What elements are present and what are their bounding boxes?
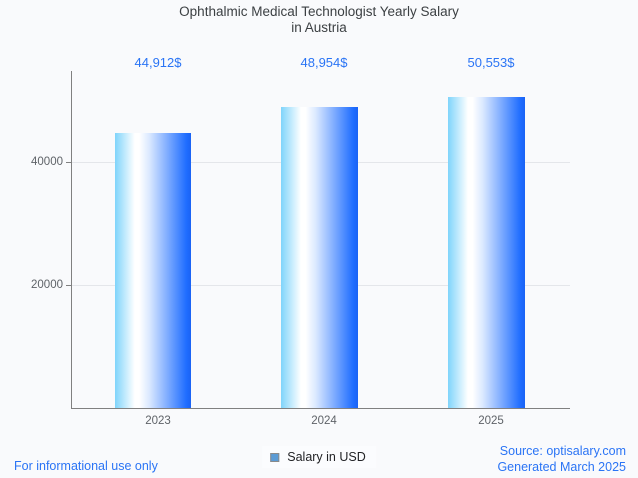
bar-value-2025: 50,553$ [467,55,515,70]
y-tick-label-40000: 40000 [31,156,63,168]
generated-date-text: Generated March 2025 [497,460,626,474]
disclaimer-text: For informational use only [14,459,158,473]
bar-2025[interactable] [448,97,525,408]
chart-legend[interactable]: Salary in USD [262,446,376,468]
tick-mark-40000 [66,162,71,163]
bar-2023[interactable] [115,133,191,408]
chart-title: Ophthalmic Medical Technologist Yearly S… [179,4,459,35]
bar-value-2024: 48,954$ [300,55,348,70]
y-axis-labels: 40000 20000 [0,71,63,408]
source-block: Source: optisalary.com Generated March 2… [497,443,626,475]
x-axis-line [71,408,570,409]
plot-area [66,71,570,408]
x-tick-label-2023: 2023 [145,415,171,427]
legend-item-label: Salary in USD [287,450,366,464]
x-tick-label-2025: 2025 [478,415,504,427]
bar-2024[interactable] [281,107,358,408]
bar-value-2023: 44,912$ [134,55,182,70]
tick-mark-20000 [66,285,71,286]
source-text: Source: optisalary.com [499,444,626,458]
x-tick-label-2024: 2024 [311,415,337,427]
y-axis-line [71,71,72,408]
legend-swatch-icon [270,452,280,462]
y-tick-label-20000: 20000 [31,279,63,291]
